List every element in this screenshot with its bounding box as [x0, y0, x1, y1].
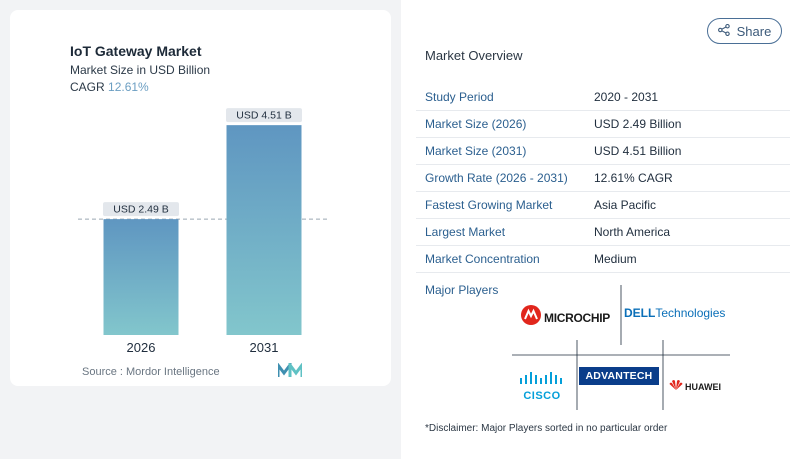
bar-chart: USD 2.49 B 2026 USD 4.51 B 2031 [78, 108, 330, 355]
disclaimer: *Disclaimer: Major Players sorted in no … [425, 423, 668, 434]
chart-title: IoT Gateway Market [70, 43, 202, 59]
overview-row: Market Concentration Medium [416, 246, 790, 273]
overview-row: Market Size (2031) USD 4.51 Billion [416, 138, 790, 165]
share-label: Share [736, 23, 772, 39]
overview-key: Fastest Growing Market [425, 198, 553, 212]
overview-key: Study Period [425, 90, 494, 104]
x-tick-label: 2031 [250, 340, 279, 355]
data-label: USD 4.51 B [236, 110, 291, 122]
cisco-bars-icon [519, 371, 565, 389]
overview-value: USD 4.51 Billion [594, 144, 682, 158]
overview-row: Study Period 2020 - 2031 [416, 84, 790, 111]
cagr-label: CAGR [70, 80, 105, 94]
overview-row: Largest Market North America [416, 219, 790, 246]
players-grid-lines [512, 285, 730, 410]
overview-key: Largest Market [425, 225, 506, 239]
overview-key: Market Size (2031) [425, 144, 527, 158]
overview-value: Asia Pacific [594, 198, 657, 212]
dell-logo: DELL Technologies [624, 306, 725, 320]
overview-value: 2020 - 2031 [594, 90, 659, 104]
huawei-logo: HUAWEI [669, 378, 721, 396]
huawei-icon [669, 378, 683, 396]
microchip-label: MICROCHIP [544, 310, 610, 325]
overview-key: Market Size (2026) [425, 117, 527, 131]
data-label-bg [226, 108, 302, 123]
overview-key: Growth Rate (2026 - 2031) [425, 171, 568, 185]
bar [226, 125, 302, 335]
source-text: Source : Mordor Intelligence [82, 366, 220, 378]
chart-subtitle: Market Size in USD Billion [70, 63, 211, 77]
players-title: Major Players [425, 283, 499, 297]
cagr-value: 12.61% [108, 80, 149, 94]
share-button[interactable]: Share [707, 18, 782, 44]
overview-value: Medium [594, 252, 637, 266]
overview-title: Market Overview [425, 48, 523, 63]
data-label-bg [103, 202, 179, 217]
overview-value: 12.61% CAGR [594, 171, 673, 185]
bar [103, 219, 179, 335]
advantech-logo: ADVANTECH [579, 367, 659, 385]
chart-cagr: CAGR 12.61% [70, 80, 149, 94]
cisco-label: CISCO [523, 390, 561, 402]
huawei-label: HUAWEI [685, 382, 721, 392]
technologies-label: Technologies [655, 306, 726, 320]
overview-row: Growth Rate (2026 - 2031) 12.61% CAGR [416, 165, 790, 192]
overview-row: Fastest Growing Market Asia Pacific [416, 192, 790, 219]
advantech-label: ADVANTECH [585, 370, 653, 382]
x-tick-label: 2026 [127, 340, 156, 355]
cisco-logo: CISCO [519, 371, 565, 402]
mordor-logo-icon [276, 360, 304, 382]
overview-key: Market Concentration [425, 252, 540, 266]
overview-row: Market Size (2026) USD 2.49 Billion [416, 111, 790, 138]
microchip-logo: MICROCHIP [521, 305, 610, 330]
microchip-icon [521, 305, 541, 330]
overview-value: North America [594, 225, 671, 239]
overview-table: Study Period 2020 - 2031 Market Size (202… [416, 84, 790, 273]
chart-card [10, 10, 391, 386]
dell-label: DELL [624, 306, 656, 320]
data-label: USD 2.49 B [113, 204, 168, 216]
share-icon [717, 23, 730, 39]
overview-value: USD 2.49 Billion [594, 117, 682, 131]
